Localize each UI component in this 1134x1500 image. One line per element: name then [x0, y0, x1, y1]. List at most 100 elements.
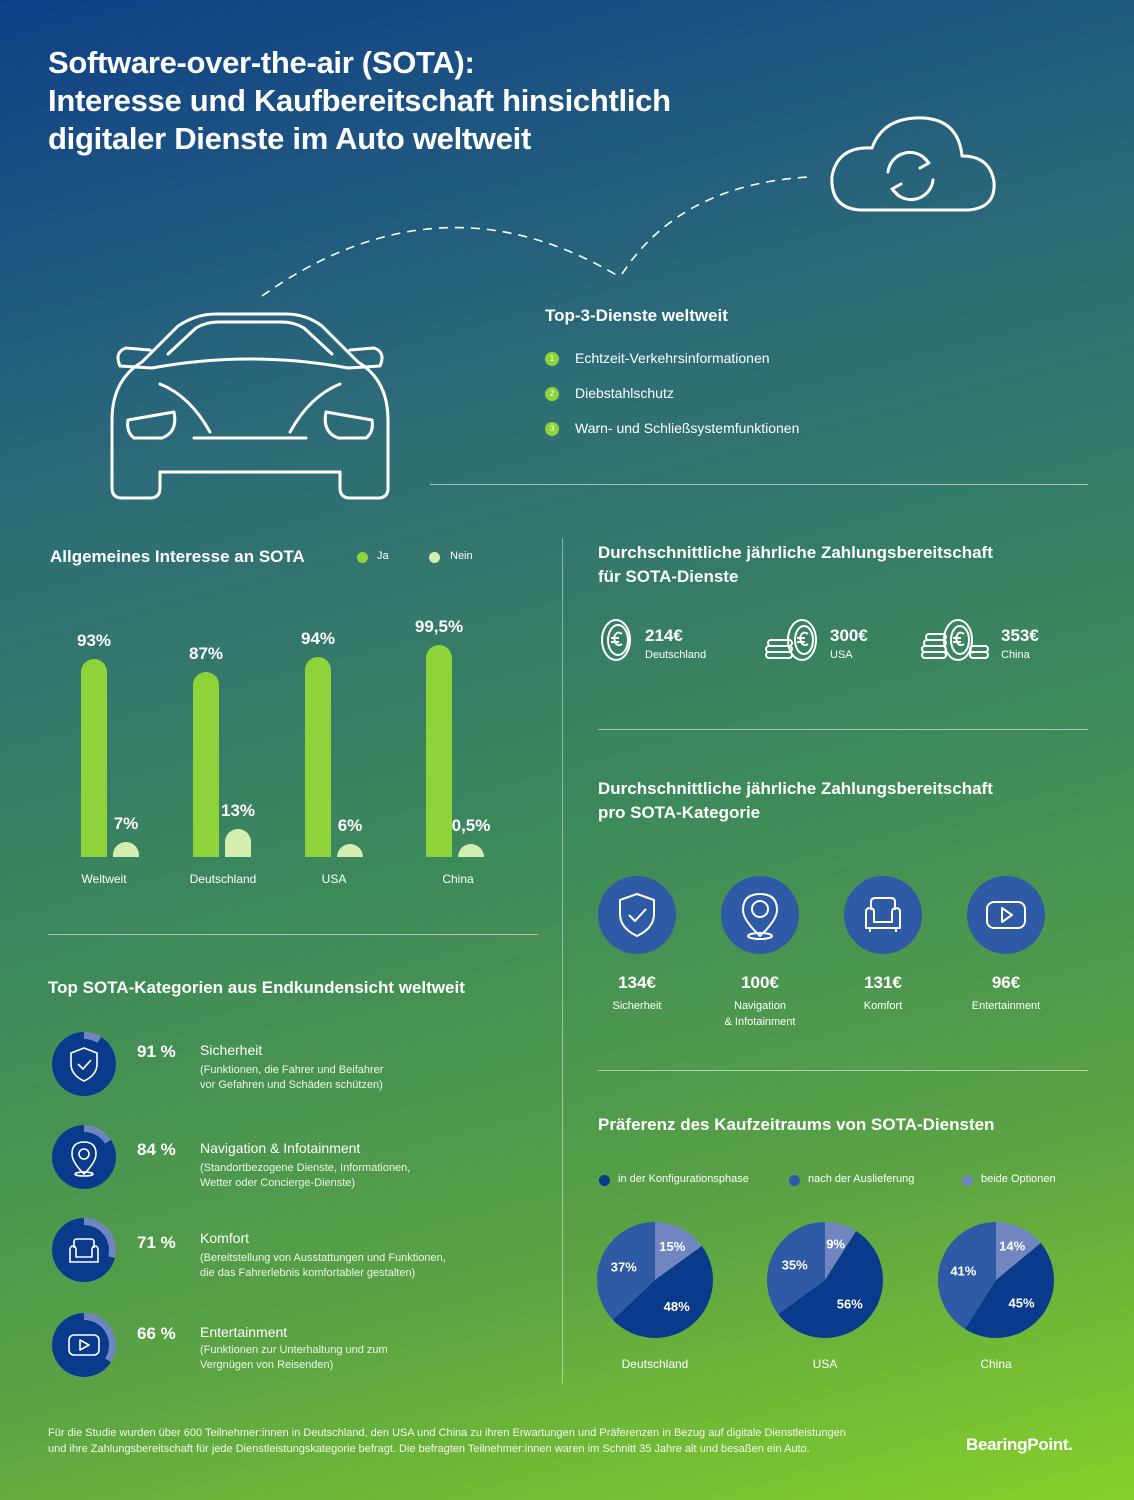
category-ring-3 [52, 1218, 116, 1282]
pie-label-usa-0: 56% [837, 1296, 863, 1311]
pie-slice-usa-2 [825, 1222, 857, 1280]
preference-pie-charts: 15% 48% 37% Deutschland 9% 56% 35% USA 14% 45% 41%… [597, 1222, 1054, 1371]
top-category-desc-2a: (Standortbezogene Dienste, Informationen… [200, 1162, 411, 1174]
pie-usa: 9% 56% 35% USA [767, 1222, 883, 1371]
category-spend-label-navigation: Navigation [734, 1000, 786, 1012]
pie-deutschland: 15% 48% 37% Deutschland [597, 1222, 714, 1371]
location-pin-icon [741, 892, 779, 940]
top-category-desc-3a: (Bereitstellung von Ausstattungen und Fu… [200, 1252, 446, 1264]
bar-category-usa: USA [321, 872, 347, 886]
category-spend-label-security: Sicherheit [612, 1000, 662, 1012]
bar-ja-china [426, 645, 452, 857]
bar-label-nein-china: 0,5% [451, 816, 491, 835]
footer-line-2: und ihre Zahlungsbereitschaft für jede D… [48, 1443, 810, 1455]
armchair-icon [865, 897, 901, 932]
bar-category-deutschland: Deutschland [189, 872, 257, 886]
bar-label-nein-deutschland: 13% [220, 801, 256, 821]
category-ring-2 [52, 1125, 117, 1189]
top3-number-2: 2 [545, 387, 559, 401]
top-category-name-4: Entertainment [200, 1324, 288, 1340]
legend-no-label: Nein [450, 550, 473, 562]
pie-slice-deutschland-2 [655, 1222, 702, 1280]
divider [48, 934, 538, 935]
vertical-divider [562, 538, 563, 1383]
divider [598, 1070, 1088, 1071]
top-categories-rings [51, 1032, 117, 1377]
top-category-desc-1a: (Funktionen, die Fahrer und Beifahrer [200, 1064, 384, 1076]
spend-country-usa: USA [830, 649, 853, 661]
category-spend-label-navigation-2: & Infotainment [724, 1016, 796, 1028]
pie-slice-usa-1 [767, 1222, 825, 1315]
top3-item-3: Warn- und Schließsystemfunktionen [575, 420, 800, 436]
shield-icon [70, 1047, 98, 1082]
preference-legend-label-3: beide Optionen [981, 1173, 1056, 1185]
top-categories-heading: Top SOTA-Kategorien aus Endkundensicht w… [48, 978, 465, 997]
pie-label-usa-1: 35% [782, 1258, 808, 1273]
top-category-name-1: Sicherheit [200, 1042, 263, 1058]
top3-heading: Top-3-Dienste weltweit [545, 306, 728, 325]
bar-category-weltweit: Weltweit [81, 872, 127, 886]
car-icon [110, 312, 390, 500]
dashed-arc [261, 226, 619, 297]
bar-label-nein-usa: 6% [337, 816, 363, 835]
preference-legend-label-2: nach der Auslieferung [808, 1173, 915, 1185]
pie-slice-deutschland-0 [612, 1245, 714, 1338]
pie-name-usa: USA [813, 1357, 838, 1371]
divider [598, 729, 1088, 730]
spend-value-usa: 300€ [830, 626, 868, 645]
pie-slice-deutschland-1 [597, 1222, 655, 1320]
play-icon [986, 901, 1026, 929]
category-spend-label-entertainment: Entertainment [971, 1000, 1041, 1012]
divider [430, 484, 1088, 485]
spend-value-de: 214€ [645, 626, 683, 645]
category-spend-value-comfort: 131€ [864, 973, 902, 992]
preference-legend-dot-1 [599, 1175, 610, 1186]
top-category-name-2: Navigation & Infotainment [200, 1140, 361, 1156]
top3-item-1: Echtzeit-Verkehrsinformationen [575, 350, 770, 366]
pie-label-usa-2: 9% [826, 1237, 845, 1252]
top-category-desc-4b: Vergnügen von Reisenden) [200, 1359, 334, 1371]
play-icon [68, 1334, 100, 1356]
top-category-pct-2: 84 % [137, 1140, 176, 1159]
category-spend-value-navigation: 100€ [741, 973, 779, 992]
preference-legend-label-1: in der Konfigurationsphase [618, 1173, 749, 1185]
dashed-arc-2 [621, 176, 809, 275]
bar-nein-deutschland [225, 829, 251, 857]
bar-label-ja-weltweit: 93% [76, 630, 112, 650]
footer-note: Für die Studie wurden über 600 Teilnehme… [48, 1425, 846, 1457]
category-spend-circle-comfort [844, 876, 922, 954]
bar-label-ja-china: 99,5% [414, 617, 464, 637]
category-spend-label-comfort: Komfort [863, 1000, 903, 1012]
pie-label-china-2: 14% [999, 1239, 1025, 1254]
top3-item-2: Diebstahlschutz [575, 385, 674, 401]
pie-slice-usa-0 [778, 1231, 883, 1338]
spend-heading-line-1: Durchschnittliche jährliche Zahlungsbere… [598, 543, 993, 562]
legend-yes-label: Ja [377, 550, 389, 562]
bar-ja-weltweit [81, 658, 107, 857]
category-spend-heading-line-1: Durchschnittliche jährliche Zahlungsbere… [598, 779, 993, 798]
top-category-desc-2b: Wetter oder Concierge-Dienste) [200, 1177, 356, 1189]
preference-legend-dot-2 [789, 1175, 800, 1186]
single-coin-icon [601, 619, 631, 661]
spend-heading-line-2: für SOTA-Dienste [598, 567, 739, 586]
title-line-1: Software-over-the-air (SOTA): [48, 45, 475, 80]
cloud-sync-icon [830, 116, 996, 212]
category-spend-circle-navigation [721, 876, 799, 954]
pie-label-deutschland-0: 48% [664, 1299, 690, 1314]
legend-yes-dot [357, 552, 368, 563]
bar-nein-china [458, 844, 484, 857]
preference-legend-dot-3 [962, 1175, 973, 1186]
bar-label-nein-weltweit: 7% [113, 814, 139, 834]
spend-country-china: China [1001, 649, 1030, 661]
footer-line-1: Für die Studie wurden über 600 Teilnehme… [48, 1427, 846, 1439]
category-spend-heading: Durchschnittliche jährliche Zahlungsbere… [598, 777, 993, 825]
category-ring-1 [51, 1032, 116, 1096]
category-ring-4 [52, 1313, 116, 1377]
category-spend-circle-entertainment [967, 876, 1045, 954]
bar-label-ja-usa: 94% [300, 628, 336, 648]
pie-china: 14% 45% 41% China [938, 1222, 1054, 1371]
pie-slice-china-1 [938, 1222, 996, 1329]
pie-label-deutschland-2: 15% [659, 1239, 685, 1254]
spend-value-china: 353€ [1001, 626, 1039, 645]
